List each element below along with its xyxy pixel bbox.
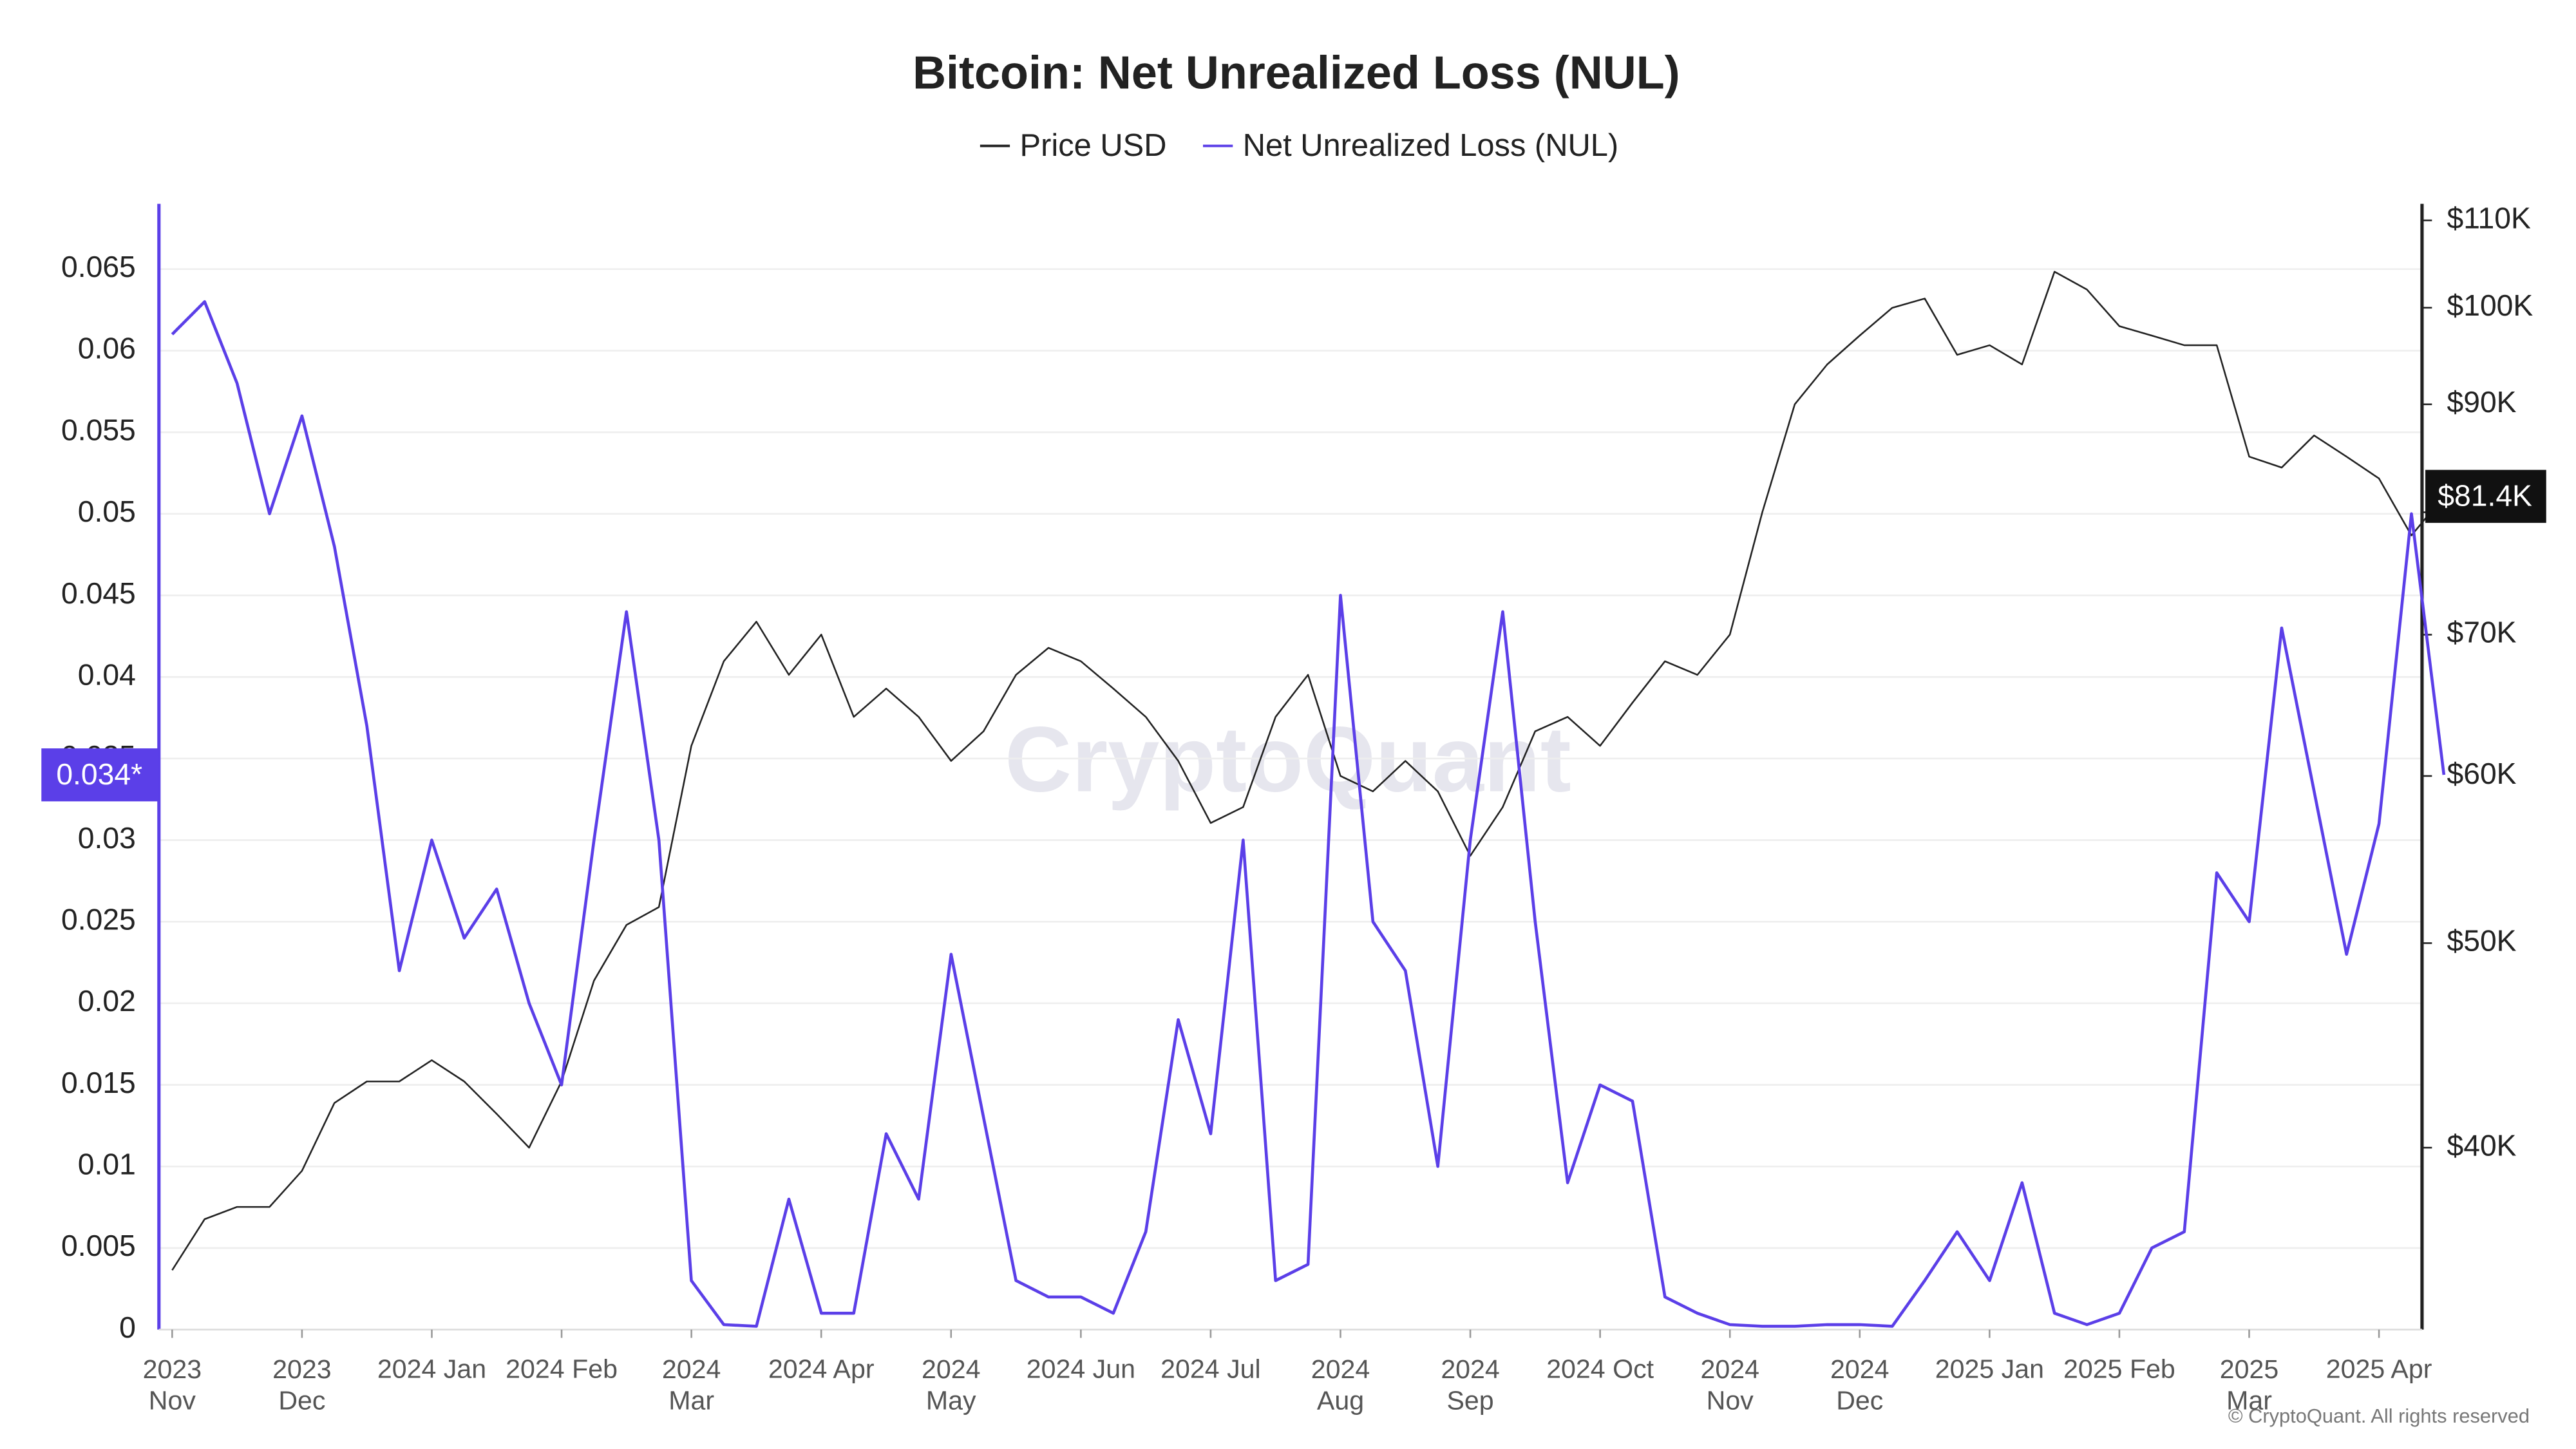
x-tick-label: 2024 May: [922, 1354, 981, 1416]
x-tick-label: 2024 Jul: [1160, 1354, 1260, 1384]
y2-tick-label: $70K: [2447, 616, 2516, 649]
chart-title: Bitcoin: Net Unrealized Loss (NUL): [913, 48, 1680, 99]
y-tick-label: 0.03: [78, 821, 136, 855]
x-tick-label: 2024 Dec: [1830, 1354, 1889, 1416]
current-value-badge: [41, 748, 159, 802]
x-tick-label: 2025 Mar: [2220, 1354, 2279, 1416]
y-tick-label: 0.06: [78, 332, 136, 365]
legend-label: Price USD: [1020, 128, 1167, 163]
y-tick-label: 0.05: [78, 495, 136, 528]
y2-tick-label: $100K: [2447, 289, 2533, 322]
y2-tick-label: $110K: [2447, 201, 2530, 234]
y-tick-label: 0: [119, 1311, 136, 1344]
y-tick-label: 0.01: [78, 1147, 136, 1180]
y2-tick-label: $60K: [2447, 757, 2516, 790]
y2-tick-label: $90K: [2447, 385, 2516, 419]
y-tick-label: 0.005: [61, 1229, 136, 1262]
x-tick-label: 2024 Jan: [377, 1354, 486, 1384]
footer: © CryptoQuant. All rights reserved: [2228, 1405, 2530, 1427]
x-tick-label: 2024 Feb: [506, 1354, 618, 1384]
y2-tick-label: $40K: [2447, 1128, 2516, 1162]
current-price-badge: [2425, 469, 2546, 523]
x-tick-label: 2023 Dec: [272, 1354, 332, 1416]
x-tick-label: 2024 Jun: [1027, 1354, 1135, 1384]
x-tick-label: 2025 Jan: [1935, 1354, 2044, 1384]
x-tick-label: 2025 Apr: [2326, 1354, 2432, 1384]
y-tick-label: 0.04: [78, 658, 136, 691]
y-tick-label: 0.015: [61, 1066, 136, 1099]
y-tick-label: 0.055: [61, 413, 136, 446]
y-tick-label: 0.025: [61, 902, 136, 936]
legend-label: Net Unrealized Loss (NUL): [1243, 128, 1618, 163]
y-tick-label: 0.065: [61, 250, 136, 283]
y-tick-label: 0.045: [61, 576, 136, 610]
y-tick-label: 0.02: [78, 984, 136, 1018]
x-tick-label: 2023 Nov: [143, 1354, 202, 1416]
series-line: [171, 270, 2445, 1271]
current-value-label: 0.034*: [56, 757, 142, 791]
x-tick-label: 2024 Sep: [1441, 1354, 1500, 1416]
x-tick-label: 2024 Oct: [1546, 1354, 1654, 1384]
y2-tick-label: $50K: [2447, 924, 2516, 958]
x-tick-label: 2024 Apr: [768, 1354, 875, 1384]
x-tick-label: 2024 Aug: [1311, 1354, 1370, 1416]
x-tick-label: 2025 Feb: [2063, 1354, 2175, 1384]
x-tick-label: 2024 Nov: [1700, 1354, 1759, 1416]
current-price-label: $81.4K: [2438, 479, 2532, 513]
series-line: [171, 300, 2446, 1328]
x-tick-label: 2024 Mar: [662, 1354, 721, 1416]
